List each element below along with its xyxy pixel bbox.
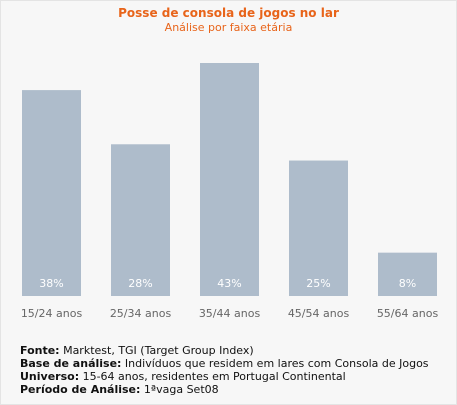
chart-notes: Fonte: Marktest, TGI (Target Group Index…: [20, 344, 429, 396]
x-tick-label-3: 35/44 anos: [199, 307, 261, 320]
bar-value-label-1: 38%: [39, 277, 63, 290]
bar-value-label-4: 25%: [306, 277, 330, 290]
note-universe: Universo: 15-64 anos, residentes em Port…: [20, 370, 346, 383]
chart-subtitle: Análise por faixa etária: [164, 21, 293, 34]
note-source: Fonte: Marktest, TGI (Target Group Index…: [20, 344, 254, 357]
x-tick-label-5: 55/64 anos: [377, 307, 439, 320]
x-tick-label-1: 15/24 anos: [21, 307, 83, 320]
bar-value-label-5: 8%: [399, 277, 416, 290]
x-tick-label-2: 25/34 anos: [110, 307, 172, 320]
bar-value-label-3: 43%: [217, 277, 241, 290]
x-tick-label-4: 45/54 anos: [288, 307, 350, 320]
bar-value-label-2: 28%: [128, 277, 152, 290]
bar-chart: 38% 15/24 anos 28% 25/34 anos 43% 35/44 anos 2…: [21, 63, 439, 320]
bar-3: [200, 63, 259, 296]
bar-1: [22, 90, 81, 297]
chart-title: Posse de consola de jogos no lar: [118, 6, 339, 20]
bar-2: [111, 144, 170, 296]
note-period: Período de Análise: 1ªvaga Set08: [20, 383, 219, 396]
bar-4: [289, 160, 348, 296]
note-base: Base de análise: Indivíduos que residem …: [20, 357, 429, 370]
bar-5: [378, 252, 437, 296]
